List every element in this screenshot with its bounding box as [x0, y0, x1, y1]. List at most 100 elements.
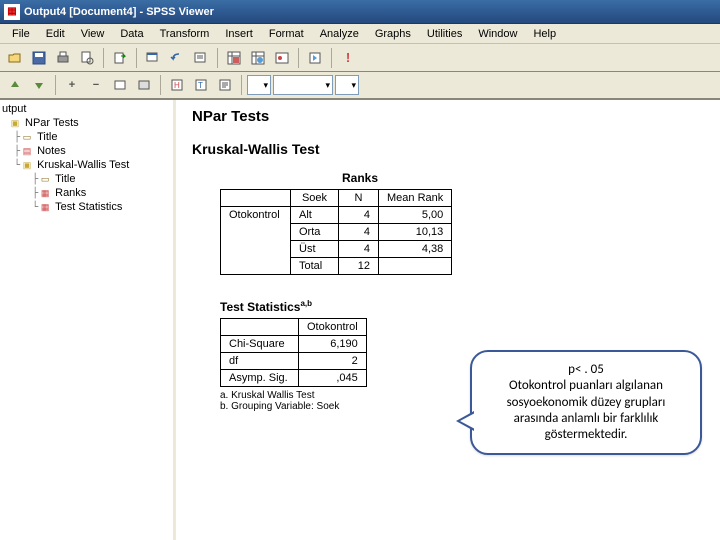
menubar: File Edit View Data Transform Insert For… — [0, 24, 720, 44]
toolbar-navigation: + − H T — [0, 72, 720, 100]
ranks-n: 12 — [339, 258, 379, 275]
tree-item[interactable]: └ ▣ Kruskal-Wallis Test — [2, 158, 171, 172]
output-icon: ▣ — [20, 159, 34, 171]
tree-root[interactable]: utput — [2, 102, 171, 116]
tree-line: └ — [2, 160, 20, 171]
toolbar-separator — [160, 75, 161, 95]
redo-icon[interactable] — [190, 47, 212, 69]
menu-graphs[interactable]: Graphs — [367, 26, 419, 42]
toolbar-separator — [136, 48, 137, 68]
goto-data-icon[interactable] — [223, 47, 245, 69]
tree-item[interactable]: ├ ▦ Ranks — [2, 186, 171, 200]
tree-label: Test Statistics — [55, 201, 122, 213]
tree-label: Ranks — [55, 187, 86, 199]
outline-tree[interactable]: utput ▣ NPar Tests ├ ▭ Title ├ ▤ Notes └… — [0, 100, 176, 540]
stats-colhead: Otokontrol — [299, 319, 367, 336]
menu-transform[interactable]: Transform — [152, 26, 218, 42]
collapse-icon[interactable]: − — [85, 74, 107, 96]
svg-text:T: T — [198, 81, 203, 90]
tree-item[interactable]: ├ ▤ Notes — [2, 144, 171, 158]
ranks-col-soek: Soek — [291, 190, 339, 207]
stats-label: df — [221, 353, 299, 370]
tree-item[interactable]: ▣ NPar Tests — [2, 116, 171, 130]
heading-kruskal: Kruskal-Wallis Test — [192, 141, 704, 157]
tree-item[interactable]: ├ ▭ Title — [2, 172, 171, 186]
ranks-group: Total — [291, 258, 339, 275]
menu-data[interactable]: Data — [112, 26, 151, 42]
tree-item[interactable]: └ ▦ Test Statistics — [2, 200, 171, 214]
heading-npar: NPar Tests — [192, 108, 704, 125]
font-size-dropdown[interactable] — [335, 75, 359, 95]
demote-icon[interactable] — [28, 74, 50, 96]
variables-icon[interactable] — [271, 47, 293, 69]
insert-text-icon[interactable] — [214, 74, 236, 96]
ranks-mean: 5,00 — [379, 207, 452, 224]
dialog-recall-icon[interactable] — [142, 47, 164, 69]
print-preview-icon[interactable] — [76, 47, 98, 69]
stats-label: Asymp. Sig. — [221, 370, 299, 387]
tree-line: ├ — [2, 174, 38, 185]
menu-file[interactable]: File — [4, 26, 38, 42]
insert-heading-icon[interactable]: H — [166, 74, 188, 96]
tree-line: └ — [2, 202, 38, 213]
menu-edit[interactable]: Edit — [38, 26, 73, 42]
tree-label: Kruskal-Wallis Test — [37, 159, 129, 171]
hide-icon[interactable] — [133, 74, 155, 96]
ranks-n: 4 — [339, 224, 379, 241]
toolbar-separator — [103, 48, 104, 68]
output-panel: NPar Tests Kruskal-Wallis Test Ranks Soe… — [176, 100, 720, 540]
annotation-callout: p< . 05 Otokontrol puanları algılanan so… — [470, 350, 702, 455]
ranks-rowhead: Otokontrol — [221, 207, 291, 275]
ranks-mean: 4,38 — [379, 241, 452, 258]
stats-blank — [221, 319, 299, 336]
callout-line1: p< . 05 — [484, 362, 688, 378]
open-icon[interactable] — [4, 47, 26, 69]
ranks-block: Ranks Soek N Mean Rank Otokontrol Alt 4 … — [220, 171, 704, 275]
app-icon: ▦ — [4, 4, 20, 20]
stats-table: Otokontrol Chi-Square 6,190 df 2 Asymp. … — [220, 318, 367, 387]
title-icon: ▭ — [38, 173, 52, 185]
ranks-group: Alt — [291, 207, 339, 224]
window-title: Output4 [Document4] - SPSS Viewer — [24, 6, 214, 18]
ranks-col-n: N — [339, 190, 379, 207]
menu-help[interactable]: Help — [525, 26, 564, 42]
menu-format[interactable]: Format — [261, 26, 312, 42]
toolbar-separator — [217, 48, 218, 68]
table-icon: ▦ — [38, 187, 52, 199]
ranks-col-meanrank: Mean Rank — [379, 190, 452, 207]
ranks-table: Soek N Mean Rank Otokontrol Alt 4 5,00 O… — [220, 189, 452, 275]
export-icon[interactable] — [109, 47, 131, 69]
toolbar-separator — [331, 48, 332, 68]
menu-insert[interactable]: Insert — [217, 26, 261, 42]
print-icon[interactable] — [52, 47, 74, 69]
window-titlebar: ▦ Output4 [Document4] - SPSS Viewer — [0, 0, 720, 24]
heading-level-dropdown[interactable] — [247, 75, 271, 95]
menu-utilities[interactable]: Utilities — [419, 26, 470, 42]
insert-title-icon[interactable]: T — [190, 74, 212, 96]
menu-window[interactable]: Window — [470, 26, 525, 42]
tree-item[interactable]: ├ ▭ Title — [2, 130, 171, 144]
tree-label: Title — [37, 131, 57, 143]
tree-line: ├ — [2, 146, 20, 157]
callout-line2: Otokontrol puanları algılanan sosyoekono… — [484, 378, 688, 443]
select-last-icon[interactable] — [304, 47, 326, 69]
menu-analyze[interactable]: Analyze — [312, 26, 367, 42]
toolbar-separator — [241, 75, 242, 95]
undo-icon[interactable] — [166, 47, 188, 69]
designate-window-icon[interactable]: ! — [337, 47, 359, 69]
ranks-title: Ranks — [220, 171, 500, 185]
notes-icon: ▤ — [20, 145, 34, 157]
promote-icon[interactable] — [4, 74, 26, 96]
save-icon[interactable] — [28, 47, 50, 69]
show-icon[interactable] — [109, 74, 131, 96]
stats-title: Test Statisticsa,b — [220, 299, 704, 314]
font-dropdown[interactable] — [273, 75, 333, 95]
ranks-n: 4 — [339, 241, 379, 258]
tree-label: NPar Tests — [25, 117, 79, 129]
expand-icon[interactable]: + — [61, 74, 83, 96]
menu-view[interactable]: View — [73, 26, 113, 42]
ranks-mean — [379, 258, 452, 275]
goto-case-icon[interactable] — [247, 47, 269, 69]
toolbar-main: ! — [0, 44, 720, 72]
stats-title-text: Test Statistics — [220, 300, 300, 314]
